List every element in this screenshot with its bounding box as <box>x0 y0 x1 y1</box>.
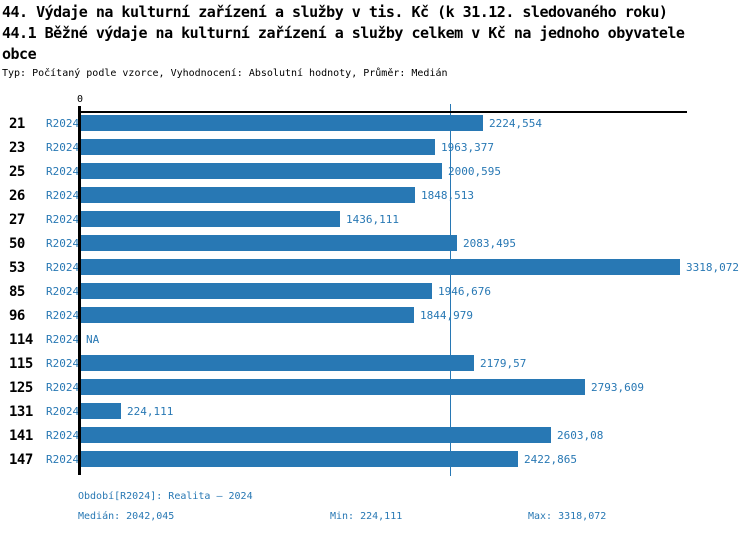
bar-value-label: 2224,554 <box>489 117 542 130</box>
bar <box>81 307 414 323</box>
bar <box>81 211 340 227</box>
x-axis-zero-label: 0 <box>76 94 84 105</box>
chart-meta: Typ: Počítaný podle vzorce, Vyhodnocení:… <box>2 68 448 79</box>
bar-value-label: 2179,57 <box>480 357 527 370</box>
row-id-label: 147 <box>9 452 33 468</box>
row-id-label: 85 <box>9 284 25 300</box>
row-id-label: 21 <box>9 116 25 132</box>
row-series-label: R2024 <box>46 381 80 394</box>
bar-value-label: 1848,513 <box>421 189 474 202</box>
row-series-label: R2024 <box>46 237 80 250</box>
bar <box>81 235 457 251</box>
bar-value-label: 2793,609 <box>591 381 644 394</box>
bar-value-label: 1844,979 <box>420 309 473 322</box>
bar <box>81 139 435 155</box>
row-id-label: 23 <box>9 140 25 156</box>
bar-value-label: 3318,072 <box>686 261 739 274</box>
row-id-label: 131 <box>9 404 33 420</box>
bar-value-label: 224,111 <box>127 405 174 418</box>
bar <box>81 259 680 275</box>
row-series-label: R2024 <box>46 285 80 298</box>
bar <box>81 379 585 395</box>
row-id-label: 50 <box>9 236 25 252</box>
bar <box>81 115 483 131</box>
row-series-label: R2024 <box>46 357 80 370</box>
row-series-label: R2024 <box>46 141 80 154</box>
chart-title-line2: 44.1 Běžné výdaje na kulturní zařízení a… <box>2 24 685 42</box>
row-id-label: 26 <box>9 188 25 204</box>
bar-value-label: 1946,676 <box>438 285 491 298</box>
row-series-label: R2024 <box>46 333 80 346</box>
footer-max-label: Max: 3318,072 <box>528 511 607 522</box>
median-line <box>450 104 451 476</box>
row-series-label: R2024 <box>46 165 80 178</box>
bar <box>81 283 432 299</box>
row-id-label: 27 <box>9 212 25 228</box>
bar-value-label: 2000,595 <box>448 165 501 178</box>
row-id-label: 96 <box>9 308 25 324</box>
row-id-label: 141 <box>9 428 33 444</box>
bar <box>81 403 121 419</box>
row-series-label: R2024 <box>46 261 80 274</box>
row-na-label: NA <box>86 333 100 346</box>
row-id-label: 25 <box>9 164 25 180</box>
row-id-label: 125 <box>9 380 33 396</box>
chart-title-line1: 44. Výdaje na kulturní zařízení a služby… <box>2 3 668 21</box>
bar-value-label: 1436,111 <box>346 213 399 226</box>
bar <box>81 163 442 179</box>
row-id-label: 114 <box>9 332 33 348</box>
bar <box>81 355 474 371</box>
row-series-label: R2024 <box>46 405 80 418</box>
row-id-label: 53 <box>9 260 25 276</box>
row-series-label: R2024 <box>46 189 80 202</box>
footer-period-label: Období[R2024]: Realita – 2024 <box>78 491 253 502</box>
bar-value-label: 2422,865 <box>524 453 577 466</box>
row-series-label: R2024 <box>46 453 80 466</box>
bar <box>81 187 415 203</box>
chart-title-line3: obce <box>2 45 37 63</box>
bar-value-label: 2083,495 <box>463 237 516 250</box>
bar <box>81 427 551 443</box>
bar-value-label: 1963,377 <box>441 141 494 154</box>
bar <box>81 451 518 467</box>
row-id-label: 115 <box>9 356 33 372</box>
bar-value-label: 2603,08 <box>557 429 604 442</box>
row-series-label: R2024 <box>46 213 80 226</box>
row-series-label: R2024 <box>46 117 80 130</box>
y-axis-line <box>78 106 81 475</box>
footer-median-label: Medián: 2042,045 <box>78 511 175 522</box>
row-series-label: R2024 <box>46 309 80 322</box>
x-axis-line <box>80 111 687 113</box>
row-series-label: R2024 <box>46 429 80 442</box>
footer-min-label: Min: 224,111 <box>330 511 403 522</box>
